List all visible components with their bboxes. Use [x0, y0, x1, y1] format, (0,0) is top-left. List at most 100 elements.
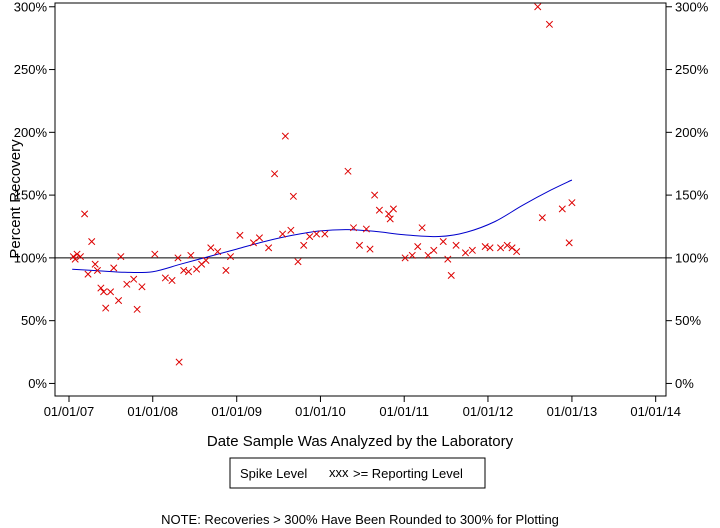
- y-axis-left: 0% 50% 100% 150% 200% 250% 300%: [14, 0, 55, 391]
- data-point: [300, 241, 308, 249]
- data-point: [321, 230, 329, 238]
- data-point: [444, 255, 452, 263]
- data-point: [534, 3, 542, 11]
- x-tick-label: 01/01/08: [127, 404, 178, 419]
- data-point: [115, 297, 123, 305]
- data-point: [138, 283, 146, 291]
- data-point: [371, 191, 379, 199]
- data-point: [73, 250, 81, 258]
- data-point: [503, 241, 511, 249]
- data-point: [110, 264, 118, 272]
- plot-frame: [54, 2, 667, 397]
- data-point: [289, 192, 297, 200]
- data-point: [414, 243, 422, 251]
- data-point: [180, 266, 188, 274]
- data-points: [69, 3, 576, 366]
- data-point: [294, 258, 302, 266]
- y-tick-label-right: 150%: [675, 188, 709, 203]
- data-point: [565, 239, 573, 247]
- y-tick-label-left: 50%: [21, 313, 47, 328]
- data-point: [287, 226, 295, 234]
- data-point: [418, 224, 426, 232]
- data-point: [481, 243, 489, 251]
- trend-line: [72, 179, 573, 274]
- data-point: [366, 245, 374, 253]
- y-tick-label-right: 200%: [675, 125, 709, 140]
- x-axis-title: Date Sample Was Analyzed by the Laborato…: [207, 433, 514, 450]
- data-point: [249, 239, 258, 247]
- legend-marker: xxx: [329, 465, 349, 480]
- plot-note: NOTE: Recoveries > 300% Have Been Rounde…: [161, 512, 559, 527]
- data-point: [133, 305, 141, 313]
- data-point: [161, 274, 169, 282]
- data-point: [430, 246, 438, 254]
- data-point: [513, 248, 521, 256]
- data-point: [306, 232, 314, 241]
- x-tick-label: 01/01/13: [547, 404, 598, 419]
- data-point: [447, 271, 455, 280]
- y-axis-title: Percent Recovery: [7, 139, 24, 259]
- data-point: [271, 170, 279, 178]
- y-tick-label-right: 250%: [675, 62, 709, 77]
- x-tick-label: 01/01/09: [211, 404, 262, 419]
- data-point: [279, 230, 287, 238]
- data-point: [255, 234, 263, 242]
- data-point: [386, 215, 394, 223]
- legend-label: >= Reporting Level: [353, 466, 463, 481]
- data-point: [93, 266, 101, 274]
- data-point: [97, 284, 105, 292]
- data-point: [202, 256, 210, 264]
- data-point: [123, 280, 131, 288]
- data-point: [81, 210, 89, 218]
- data-point: [207, 244, 215, 252]
- x-tick-label: 01/01/10: [295, 404, 346, 419]
- data-point: [349, 224, 358, 232]
- data-point: [468, 246, 476, 254]
- data-point: [362, 225, 370, 233]
- data-point: [508, 244, 516, 252]
- data-point: [281, 132, 289, 140]
- y-tick-label-right: 0%: [675, 376, 694, 391]
- data-point: [558, 205, 566, 213]
- data-point: [91, 260, 99, 268]
- y-tick-label-right: 300%: [675, 0, 709, 14]
- data-point: [439, 238, 447, 246]
- legend: Spike Level xxx >= Reporting Level: [229, 457, 486, 489]
- y-tick-label-left: 300%: [14, 0, 48, 14]
- data-point: [408, 251, 416, 259]
- data-point: [174, 254, 182, 262]
- data-point: [486, 244, 494, 252]
- data-point: [236, 231, 244, 239]
- x-tick-label: 01/01/14: [630, 404, 681, 419]
- data-point: [151, 250, 159, 258]
- data-point: [265, 244, 273, 252]
- data-point: [71, 255, 79, 263]
- data-point: [313, 230, 321, 238]
- y-tick-label-left: 0%: [28, 376, 47, 391]
- data-point: [545, 20, 553, 28]
- data-point: [84, 270, 92, 278]
- data-point: [375, 206, 383, 214]
- data-point: [214, 248, 222, 256]
- x-tick-label: 01/01/07: [44, 404, 95, 419]
- data-point: [461, 249, 470, 257]
- y-tick-label-right: 100%: [675, 250, 709, 265]
- data-point: [175, 358, 183, 366]
- data-point: [187, 251, 195, 259]
- data-point: [88, 238, 96, 246]
- data-point: [452, 241, 460, 249]
- x-tick-label: 01/01/11: [379, 404, 429, 419]
- legend-title: Spike Level: [240, 466, 307, 481]
- x-tick-label: 01/01/12: [463, 404, 514, 419]
- y-tick-label-right: 50%: [675, 313, 701, 328]
- data-point: [355, 241, 364, 249]
- y-axis-right: 0% 50% 100% 150% 200% 250% 300%: [666, 0, 709, 391]
- data-point: [106, 288, 115, 296]
- data-point: [389, 205, 397, 213]
- data-point: [184, 268, 193, 276]
- x-axis: 01/01/07 01/01/08 01/01/09 01/01/10 01/01/11…: [44, 396, 681, 419]
- y-tick-label-left: 200%: [14, 125, 48, 140]
- data-point: [168, 276, 176, 285]
- data-point: [424, 251, 432, 259]
